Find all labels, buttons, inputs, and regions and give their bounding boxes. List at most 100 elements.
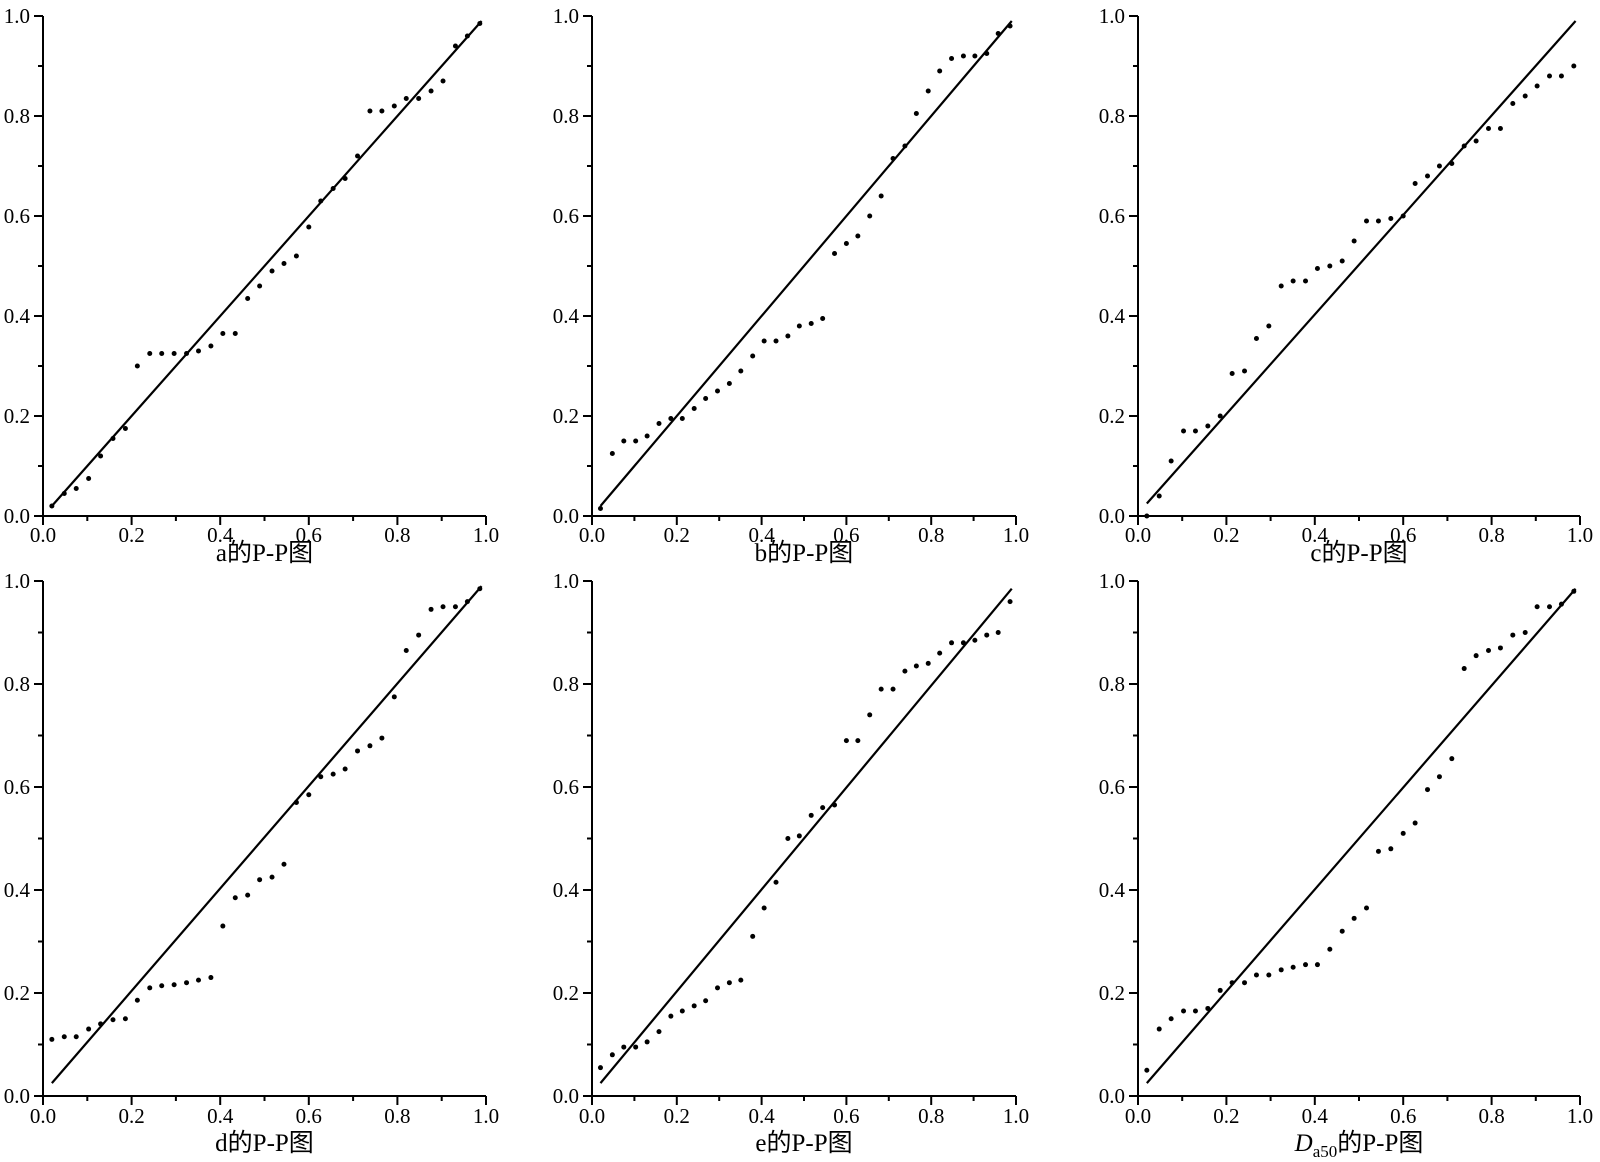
scatter-points: [597, 599, 1013, 1071]
y-tick-label: 0.2: [4, 981, 30, 1005]
x-tick-label: 0.4: [748, 1104, 775, 1128]
y-tick-label: 0.0: [553, 504, 579, 528]
scatter-points: [597, 23, 1013, 511]
y-tick-label: 1.0: [1099, 570, 1125, 593]
y-tick-label: 0.8: [4, 672, 30, 696]
scatter-points: [49, 21, 483, 509]
chart-title: c的P-P图: [1310, 539, 1407, 567]
tick-labels: 0.0 0.2 0.4 0.6 0.8 1.0 0.0 0.2 0.4 0.6 0.8 1.0: [1099, 4, 1593, 547]
x-tick-label: 0.8: [1478, 523, 1504, 547]
axis-ticks: [583, 15, 1017, 525]
y-tick-label: 0.2: [553, 981, 579, 1005]
x-tick-label: 0.8: [384, 1104, 410, 1128]
reference-line: [599, 588, 1013, 1084]
x-tick-label: 1.0: [1567, 1104, 1593, 1128]
y-tick-label: 0.8: [1099, 672, 1125, 696]
scatter-points: [1144, 63, 1577, 519]
x-tick-label: 0.4: [207, 1104, 234, 1128]
x-tick-label: 1.0: [473, 523, 499, 547]
chart-title: b的P-P图: [755, 539, 854, 567]
y-tick-label: 0.4: [553, 878, 580, 902]
pp-plot-b: 0.0 0.2 0.4 0.6 0.8 1.0 0.0 0.2 0.4 0.6 0.8 1.0 b的P-…: [530, 0, 1070, 570]
y-tick-label: 0.2: [1099, 404, 1125, 428]
y-tick-label: 0.6: [4, 204, 30, 228]
y-tick-label: 0.0: [1099, 1084, 1125, 1108]
reference-line: [599, 20, 1013, 507]
x-tick-label: 0.2: [118, 1104, 144, 1128]
x-tick-label: 0.8: [384, 523, 410, 547]
y-tick-label: 0.8: [553, 104, 579, 128]
x-tick-label: 0.4: [1302, 523, 1329, 547]
pp-plot-svg: 0.0 0.2 0.4 0.6 0.8 1.0 0.0 0.2 0.4 0.6 0.8 1.0 Da50…: [1099, 570, 1593, 1161]
scatter-points: [49, 586, 483, 1042]
tick-labels: 0.0 0.2 0.4 0.6 0.8 1.0 0.0 0.2 0.4 0.6 0.8 1.0: [553, 570, 1029, 1128]
tick-labels: 0.0 0.2 0.4 0.6 0.8 1.0 0.0 0.2 0.4 0.6 0.8 1.0: [4, 570, 499, 1128]
y-tick-label: 0.6: [553, 204, 579, 228]
reference-line: [51, 20, 483, 507]
chart-title: Da50的P-P图: [1294, 1129, 1424, 1161]
x-tick-label: 0.6: [1390, 1104, 1416, 1128]
tick-labels: 0.0 0.2 0.4 0.6 0.8 1.0 0.0 0.2 0.4 0.6 0.8 1.0: [553, 4, 1029, 547]
y-tick-label: 1.0: [553, 570, 579, 593]
y-tick-label: 0.0: [4, 504, 30, 528]
x-tick-label: 1.0: [1003, 523, 1029, 547]
y-tick-label: 0.4: [1099, 878, 1126, 902]
y-tick-label: 0.4: [4, 878, 31, 902]
y-tick-label: 0.2: [1099, 981, 1125, 1005]
pp-plot-a: 0.0 0.2 0.4 0.6 0.8 1.0 0.0 0.2 0.4 0.6 0.8 1.0 a的P-…: [0, 0, 530, 570]
x-tick-label: 0.6: [296, 523, 322, 547]
tick-labels: 0.0 0.2 0.4 0.6 0.8 1.0 0.0 0.2 0.4 0.6 0.8 1.0: [1099, 570, 1593, 1128]
x-tick-label: 0.8: [918, 523, 944, 547]
x-tick-label: 0.2: [1213, 1104, 1239, 1128]
y-tick-label: 0.6: [553, 775, 579, 799]
x-tick-label: 1.0: [1567, 523, 1593, 547]
y-tick-label: 0.6: [4, 775, 30, 799]
x-tick-label: 0.0: [30, 523, 56, 547]
pp-plot-svg: 0.0 0.2 0.4 0.6 0.8 1.0 0.0 0.2 0.4 0.6 0.8 1.0 c的P-…: [1099, 4, 1593, 567]
x-tick-label: 0.0: [579, 523, 605, 547]
y-tick-label: 0.6: [1099, 204, 1125, 228]
reference-line: [51, 585, 483, 1084]
scatter-points: [1144, 588, 1577, 1073]
pp-plot-d: 0.0 0.2 0.4 0.6 0.8 1.0 0.0 0.2 0.4 0.6 0.8 1.0 d的P-…: [0, 570, 530, 1162]
pp-plot-e: 0.0 0.2 0.4 0.6 0.8 1.0 0.0 0.2 0.4 0.6 0.8 1.0 e的P-…: [530, 570, 1070, 1162]
y-tick-label: 0.8: [553, 672, 579, 696]
x-tick-label: 0.6: [296, 1104, 322, 1128]
y-tick-label: 0.8: [4, 104, 30, 128]
x-tick-label: 0.6: [833, 1104, 859, 1128]
y-tick-label: 0.2: [4, 404, 30, 428]
pp-plot-svg: 0.0 0.2 0.4 0.6 0.8 1.0 0.0 0.2 0.4 0.6 0.8 1.0 e的P-…: [553, 570, 1029, 1157]
x-tick-label: 0.6: [833, 523, 859, 547]
chart-title: a的P-P图: [216, 539, 313, 567]
y-tick-label: 0.2: [553, 404, 579, 428]
y-tick-label: 1.0: [4, 570, 30, 593]
pp-plot-svg: 0.0 0.2 0.4 0.6 0.8 1.0 0.0 0.2 0.4 0.6 0.8 1.0 d的P-…: [4, 570, 499, 1157]
reference-line: [1146, 588, 1577, 1084]
x-tick-label: 0.4: [1302, 1104, 1329, 1128]
axis-ticks: [34, 15, 487, 525]
x-tick-label: 0.8: [1478, 1104, 1504, 1128]
x-tick-label: 0.0: [1125, 1104, 1151, 1128]
y-tick-label: 0.6: [1099, 775, 1125, 799]
x-tick-label: 0.0: [1125, 523, 1151, 547]
y-tick-label: 0.4: [553, 304, 580, 328]
pp-plot-c: 0.0 0.2 0.4 0.6 0.8 1.0 0.0 0.2 0.4 0.6 0.8 1.0 c的P-…: [1070, 0, 1600, 570]
reference-line: [1146, 20, 1577, 505]
pp-plot-svg: 0.0 0.2 0.4 0.6 0.8 1.0 0.0 0.2 0.4 0.6 0.8 1.0 a的P-…: [4, 4, 499, 567]
y-tick-label: 1.0: [1099, 4, 1125, 28]
x-tick-label: 0.2: [1213, 523, 1239, 547]
y-tick-label: 0.0: [553, 1084, 579, 1108]
y-tick-label: 0.8: [1099, 104, 1125, 128]
axis-ticks: [583, 580, 1017, 1105]
chart-title: e的P-P图: [755, 1129, 852, 1157]
x-tick-label: 1.0: [1003, 1104, 1029, 1128]
x-tick-label: 0.4: [207, 523, 234, 547]
axis-ticks: [1129, 580, 1581, 1105]
x-tick-label: 0.4: [748, 523, 775, 547]
y-tick-label: 0.0: [1099, 504, 1125, 528]
axis-ticks: [34, 580, 487, 1105]
x-tick-label: 1.0: [473, 1104, 499, 1128]
x-tick-label: 0.8: [918, 1104, 944, 1128]
x-tick-label: 0.6: [1390, 523, 1416, 547]
